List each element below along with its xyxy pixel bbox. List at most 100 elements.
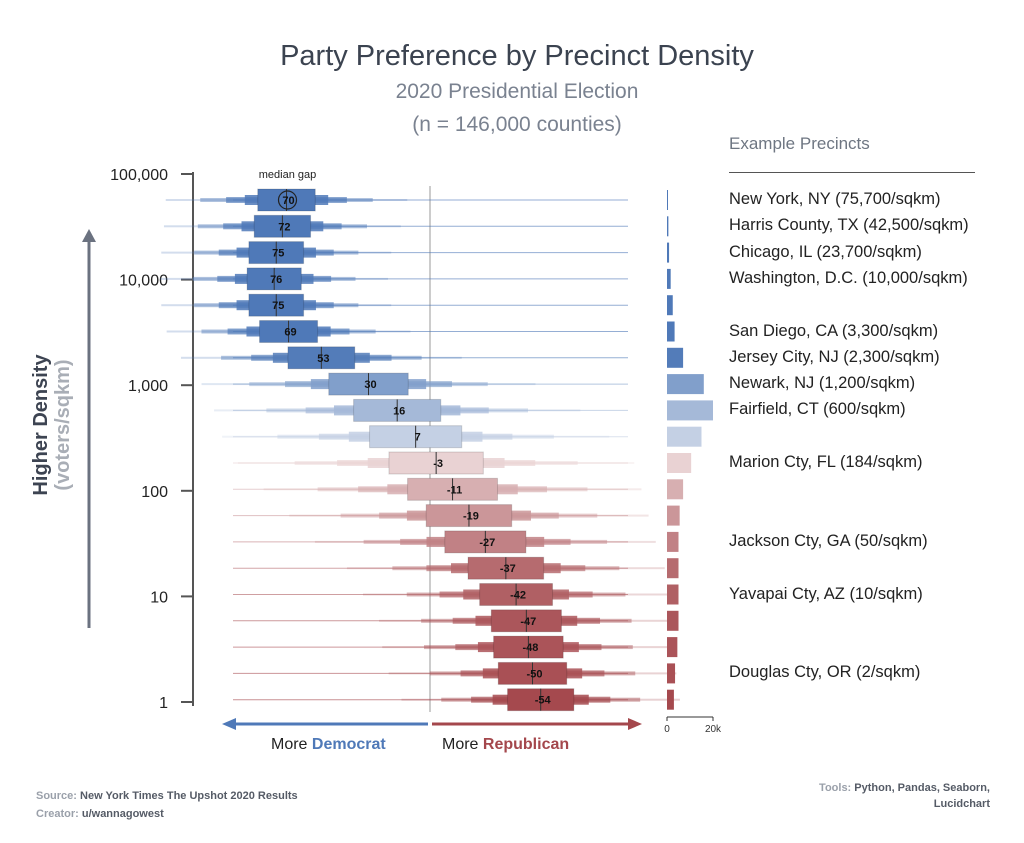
y-tick-label: 100 bbox=[141, 484, 168, 501]
example-precinct: San Diego, CA (3,300/sqkm) bbox=[729, 321, 939, 340]
legend-democrat-prefix: More bbox=[271, 736, 312, 753]
count-bar bbox=[667, 295, 673, 316]
median-gap-label: -54 bbox=[535, 695, 552, 707]
footer-source: Source: New York Times The Upshot 2020 R… bbox=[36, 790, 298, 802]
legend-republican: More Republican bbox=[442, 736, 569, 754]
median-gap-label: 72 bbox=[278, 221, 290, 233]
example-precinct: Jackson Cty, GA (50/sqkm) bbox=[729, 531, 928, 550]
examples-heading: Example Precincts bbox=[729, 134, 870, 153]
footer-tools-label: Tools: bbox=[819, 782, 852, 794]
boxen-row: 70 bbox=[165, 188, 628, 212]
median-gap-label: -47 bbox=[520, 616, 536, 628]
boxen-row: -19 bbox=[233, 504, 649, 528]
footer-tools: Tools: Python, Pandas, Seaborn, Lucidchar… bbox=[819, 780, 990, 812]
median-gap-label: 76 bbox=[270, 274, 282, 286]
count-bar bbox=[667, 584, 679, 605]
median-gap-label: 53 bbox=[317, 353, 329, 365]
example-precinct: Chicago, IL (23,700/sqkm) bbox=[729, 242, 922, 261]
median-gap-label: 7 bbox=[415, 432, 421, 444]
boxen-row: -48 bbox=[233, 635, 675, 659]
median-gap-label: -48 bbox=[522, 642, 538, 654]
median-gap-label: -27 bbox=[479, 537, 495, 549]
example-precinct: Douglas Cty, OR (2/sqkm) bbox=[729, 663, 921, 682]
example-precinct: Newark, NJ (1,200/sqkm) bbox=[729, 374, 916, 393]
example-precinct: New York, NY (75,700/sqkm) bbox=[729, 190, 941, 208]
count-bar bbox=[667, 426, 702, 447]
y-tick-label: 1 bbox=[159, 695, 168, 712]
median-gap-label: -11 bbox=[447, 484, 462, 496]
median-gap-label: -19 bbox=[463, 511, 479, 523]
legend-democrat-label: Democrat bbox=[311, 736, 386, 753]
count-bar bbox=[667, 531, 679, 552]
count-bar bbox=[667, 453, 692, 473]
boxen-row: 75 bbox=[161, 241, 628, 265]
footer-source-value: New York Times The Upshot 2020 Results bbox=[80, 790, 298, 802]
footer-source-label: Source: bbox=[36, 790, 77, 802]
republican-arrow-head bbox=[628, 718, 642, 730]
legend-democrat: More Democrat bbox=[271, 736, 386, 754]
example-precinct: Jersey City, NJ (2,300/sqkm) bbox=[729, 347, 940, 366]
median-gap-label: -3 bbox=[433, 458, 443, 470]
density-arrow-head bbox=[82, 229, 96, 242]
count-x-tick-label: 0 bbox=[664, 724, 670, 735]
boxen-row: 75 bbox=[161, 293, 628, 317]
boxen-row: 53 bbox=[180, 346, 628, 370]
median-gap-label: 75 bbox=[272, 300, 284, 312]
boxen-row: -27 bbox=[233, 530, 656, 554]
count-bar bbox=[667, 637, 678, 658]
count-bar bbox=[667, 479, 684, 500]
median-gap-label: -42 bbox=[510, 590, 526, 602]
example-precinct: Fairfield, CT (600/sqkm) bbox=[729, 400, 906, 419]
y-tick-label: 10,000 bbox=[119, 273, 168, 290]
examples-divider bbox=[729, 172, 975, 173]
count-bar bbox=[667, 216, 669, 237]
count-bar bbox=[667, 558, 679, 579]
footer-creator: Creator: u/wannagowest bbox=[36, 808, 164, 820]
count-bar bbox=[667, 663, 676, 684]
example-precinct: Marion Cty, FL (184/sqkm) bbox=[729, 453, 923, 471]
median-gap-label: 70 bbox=[282, 195, 294, 207]
example-precinct: Yavapai Cty, AZ (10/sqkm) bbox=[729, 584, 923, 603]
median-gap-label: 69 bbox=[284, 327, 296, 339]
footer-tools-value-1: Python, Pandas, Seaborn, bbox=[854, 782, 990, 794]
count-x-tick-label: 20k bbox=[705, 724, 722, 735]
boxen-row: 7 bbox=[222, 425, 628, 449]
footer-creator-label: Creator: bbox=[36, 808, 79, 820]
median-gap-label: 75 bbox=[272, 248, 284, 260]
legend-republican-label: Republican bbox=[482, 736, 570, 753]
chart-sample-size: (n = 146,000 counties) bbox=[412, 113, 622, 136]
footer-creator-value: u/wannagowest bbox=[81, 808, 164, 820]
median-gap-label: 30 bbox=[364, 379, 376, 391]
boxen-row: 69 bbox=[166, 320, 628, 343]
median-gap-annotation: median gap bbox=[259, 169, 317, 181]
boxen-row: -54 bbox=[233, 688, 680, 712]
boxen-row: 16 bbox=[214, 398, 628, 422]
median-gap-label: -50 bbox=[527, 668, 543, 680]
y-tick-label: 100,000 bbox=[110, 167, 168, 184]
boxen-row: -11 bbox=[233, 477, 642, 501]
boxen-row: -42 bbox=[233, 583, 670, 606]
chart-title: Party Preference by Precinct Density bbox=[280, 40, 754, 72]
count-bar bbox=[667, 374, 704, 395]
democrat-arrow-head bbox=[222, 718, 236, 730]
count-bar bbox=[667, 400, 713, 421]
example-precinct: Washington, D.C. (10,000/sqkm) bbox=[729, 268, 968, 287]
count-bar bbox=[667, 321, 675, 342]
count-bar bbox=[667, 190, 668, 210]
count-bar bbox=[667, 610, 679, 631]
count-bar bbox=[667, 505, 680, 526]
median-gap-highlight bbox=[277, 190, 298, 210]
legend-republican-prefix: More bbox=[442, 736, 483, 753]
example-precinct: Harris County, TX (42,500/sqkm) bbox=[729, 216, 969, 235]
count-bar bbox=[667, 242, 670, 263]
count-bar bbox=[667, 347, 684, 368]
y-tick-label: 1,000 bbox=[128, 378, 168, 395]
boxen-row: -50 bbox=[233, 661, 677, 685]
boxen-row: 30 bbox=[201, 372, 628, 396]
boxen-row: -47 bbox=[233, 609, 674, 633]
boxen-row: 76 bbox=[160, 267, 628, 291]
chart-subtitle: 2020 Presidential Election bbox=[395, 80, 639, 103]
median-gap-label: 16 bbox=[393, 405, 405, 417]
count-bar bbox=[667, 268, 671, 289]
